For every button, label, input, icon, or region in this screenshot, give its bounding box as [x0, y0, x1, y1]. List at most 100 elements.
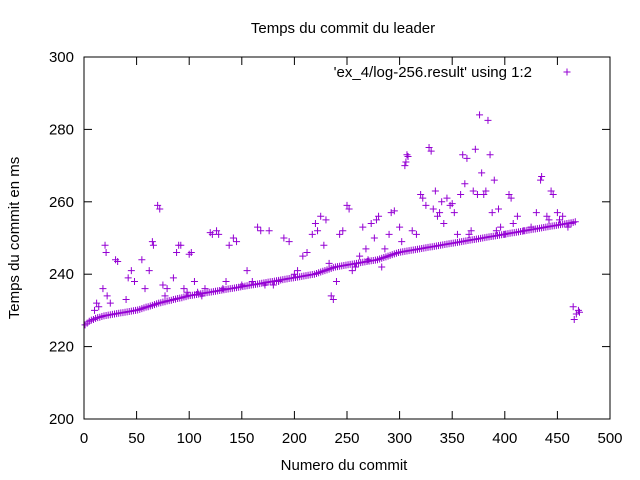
data-point [248, 277, 256, 285]
data-point [201, 285, 209, 293]
data-point [101, 241, 109, 249]
data-point [387, 209, 395, 217]
data-point [103, 292, 111, 300]
x-tick-label: 250 [334, 430, 359, 447]
data-point [402, 158, 410, 166]
data-point [367, 220, 375, 228]
data-point [404, 153, 412, 161]
data-point [294, 267, 302, 275]
data-point [417, 191, 425, 199]
data-point [233, 238, 241, 246]
data-point [443, 194, 451, 202]
data-point [339, 227, 347, 235]
data-point [484, 116, 492, 124]
y-tick-label: 300 [49, 49, 74, 66]
data-point [156, 205, 164, 213]
data-point [572, 310, 580, 318]
data-point [547, 187, 555, 195]
data-point [486, 151, 494, 159]
y-tick-label: 280 [49, 121, 74, 138]
data-point [190, 277, 198, 285]
data-point [265, 227, 273, 235]
data-point [322, 216, 330, 224]
data-point [545, 216, 553, 224]
y-tick-label: 220 [49, 339, 74, 356]
data-point [453, 230, 461, 238]
data-point [480, 191, 488, 199]
data-point [467, 227, 475, 235]
data-point [329, 296, 337, 304]
y-axis-label: Temps du commit en ms [6, 157, 23, 320]
data-point [570, 315, 578, 323]
data-point [457, 191, 465, 199]
y-axis-ticks: 200 220 240 260 280 300 [49, 49, 610, 428]
data-point [243, 267, 251, 275]
x-tick-label: 450 [545, 430, 570, 447]
legend: 'ex_4/log-256.result' using 1:2 [334, 64, 571, 81]
data-point [440, 220, 448, 228]
data-point [370, 234, 378, 242]
data-point [513, 212, 521, 220]
data-point [364, 256, 372, 264]
data-point [459, 151, 467, 159]
data-point [327, 292, 335, 300]
data-point [385, 230, 393, 238]
data-point [290, 270, 298, 278]
data-point [154, 201, 162, 209]
data-point [99, 285, 107, 293]
data-point [91, 306, 99, 314]
data-point [141, 285, 149, 293]
data-point [465, 230, 473, 238]
data-point [299, 252, 307, 260]
data-point [145, 267, 153, 275]
data-point [127, 267, 135, 275]
data-point [422, 201, 430, 209]
data-point [537, 176, 545, 184]
data-point [396, 223, 404, 231]
data-point [280, 234, 288, 242]
data-point [124, 274, 132, 282]
data-point [509, 220, 517, 228]
data-point [471, 145, 479, 153]
data-point [320, 241, 328, 249]
data-point [222, 277, 230, 285]
data-point [311, 220, 319, 228]
data-point [159, 281, 167, 289]
x-tick-label: 300 [387, 430, 412, 447]
data-point [553, 209, 561, 217]
chart-title: Temps du commit du leader [251, 20, 435, 37]
data-point [476, 111, 484, 119]
data-point [102, 248, 110, 256]
data-point [208, 230, 216, 238]
data-point [345, 205, 353, 213]
data-point [571, 218, 579, 226]
data-point [169, 274, 177, 282]
data-point [343, 201, 351, 209]
data-point [356, 252, 364, 260]
data-point [532, 209, 540, 217]
data-point [325, 259, 333, 267]
data-point [448, 200, 456, 208]
data-point [469, 187, 477, 195]
data-point [163, 285, 171, 293]
data-point [501, 230, 509, 238]
data-point [429, 205, 437, 213]
data-point [538, 172, 546, 180]
legend-label: 'ex_4/log-256.result' using 1:2 [334, 64, 532, 81]
data-point [122, 296, 130, 304]
data-point [148, 238, 156, 246]
data-point [257, 227, 265, 235]
data-point [187, 248, 195, 256]
data-point [403, 151, 411, 159]
data-point [559, 212, 567, 220]
x-tick-label: 50 [128, 430, 145, 447]
data-point [433, 212, 441, 220]
data-point [401, 162, 409, 170]
data-point [436, 209, 444, 217]
data-point [351, 263, 359, 271]
data-point [431, 187, 439, 195]
data-point [378, 263, 386, 271]
data-point [490, 176, 498, 184]
data-point [215, 230, 223, 238]
data-point [269, 281, 277, 289]
